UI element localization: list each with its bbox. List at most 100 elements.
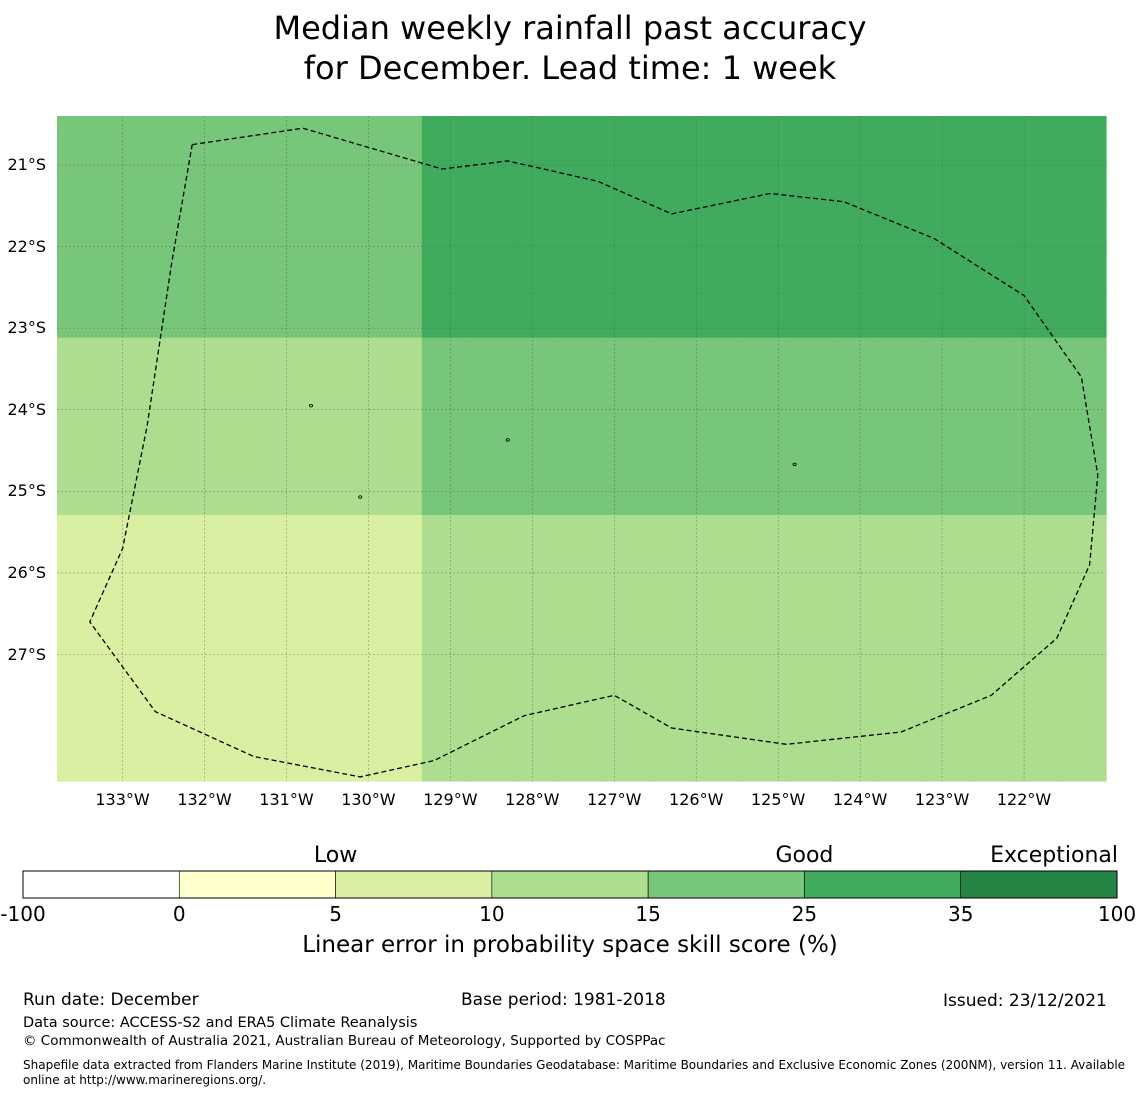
grid-cell (695, 470, 742, 516)
grid-cell (421, 692, 469, 738)
grid-cell (604, 249, 651, 294)
grid-cell (923, 160, 970, 206)
grid-cell (193, 648, 241, 693)
grid-cell (193, 736, 241, 782)
grid-cell (102, 426, 149, 472)
eez-boundary (89, 127, 1099, 778)
grid-cell (285, 515, 332, 560)
colorbar-tick-label: 35 (947, 902, 974, 926)
latitude-label: 27°S (7, 644, 46, 664)
grid-cell (923, 648, 970, 693)
grid-cell (558, 160, 605, 206)
latitude-label: 26°S (7, 562, 46, 582)
grid-cell (649, 382, 697, 427)
title-line-2: for December. Lead time: 1 week (303, 49, 837, 87)
grid-cell (376, 160, 423, 206)
grid-cell (1060, 603, 1107, 649)
grid-cell (102, 249, 149, 294)
grid-cell (57, 515, 104, 560)
grid-cell (832, 603, 879, 649)
grid-cell (923, 116, 970, 161)
grid-cell (786, 559, 833, 605)
grid-cell (285, 160, 332, 206)
colorbar-segment (647, 870, 805, 899)
grid-cell (877, 426, 925, 472)
grid-cell (330, 293, 377, 339)
grid-cell (1014, 249, 1061, 294)
grid-cell (513, 515, 560, 560)
grid-cell (102, 116, 149, 161)
grid-cell (1014, 648, 1061, 693)
grid-cell (877, 337, 925, 383)
grid-cell (877, 293, 925, 339)
grid-cell (969, 559, 1016, 605)
grid-cell (193, 337, 241, 383)
grid-cell (376, 337, 423, 383)
grid-cell (421, 337, 469, 383)
grid-cell (239, 426, 286, 472)
colorbar-title: Linear error in probability space skill … (302, 932, 838, 958)
grid-cell (193, 160, 241, 206)
latitude-label: 24°S (7, 399, 46, 419)
grid-cell (923, 603, 970, 649)
grid-cell (239, 160, 286, 206)
grid-cell (832, 426, 879, 472)
colorbar-category-good: Good (775, 843, 834, 868)
grid-cell (1060, 559, 1107, 605)
grid-cell (969, 603, 1016, 649)
grid-cell (558, 337, 605, 383)
shapefile-credit: Shapefile data extracted from Flanders M… (23, 1058, 1126, 1087)
issued-date: Issued: 23/12/2021 (943, 991, 1107, 1011)
grid-cell (695, 204, 742, 250)
run-date: Run date: December (23, 990, 199, 1010)
grid-cell (832, 382, 879, 427)
grid-cell (285, 249, 332, 294)
grid-cell (558, 559, 605, 605)
grid-cell (649, 293, 697, 339)
grid-cell (741, 116, 788, 161)
grid-cell (741, 426, 788, 472)
grid-cell (558, 736, 605, 782)
grid-cell (239, 736, 286, 782)
grid-cell (877, 736, 925, 782)
islands (309, 403, 797, 499)
grid-cell (467, 293, 514, 339)
grid-cell (285, 426, 332, 472)
grid-cell (741, 382, 788, 427)
grid-cell (741, 337, 788, 383)
grid-cell (330, 204, 377, 250)
island-outline (358, 495, 363, 499)
grid-cell (695, 559, 742, 605)
grid-cell (239, 293, 286, 339)
grid-cell (285, 648, 332, 693)
grid-cell (1060, 426, 1107, 472)
grid-cell (148, 692, 195, 738)
colorbar-segment (491, 870, 649, 899)
grid-cell (193, 515, 241, 560)
grid-cell (330, 603, 377, 649)
longitude-label: 123°W (914, 790, 970, 809)
grid-cell (285, 692, 332, 738)
grid-cell (604, 559, 651, 605)
grid-cell (649, 249, 697, 294)
grid-cell (741, 293, 788, 339)
grid-cell (421, 426, 469, 472)
latitude-label: 23°S (7, 318, 46, 338)
grid-cell (832, 160, 879, 206)
grid-cell (285, 204, 332, 250)
grid-cell (148, 382, 195, 427)
grid-cell (285, 382, 332, 427)
grid-cell (741, 249, 788, 294)
grid-cell (57, 337, 104, 383)
grid-cell (695, 249, 742, 294)
grid-cell (604, 382, 651, 427)
grid-cell (695, 603, 742, 649)
grid-cell (786, 515, 833, 560)
colorbar-segment (960, 870, 1118, 899)
grid-cell (877, 382, 925, 427)
grid-cell (376, 648, 423, 693)
grid-cell (649, 515, 697, 560)
grid-cell (513, 692, 560, 738)
grid-cell (193, 293, 241, 339)
grid-cell (604, 293, 651, 339)
